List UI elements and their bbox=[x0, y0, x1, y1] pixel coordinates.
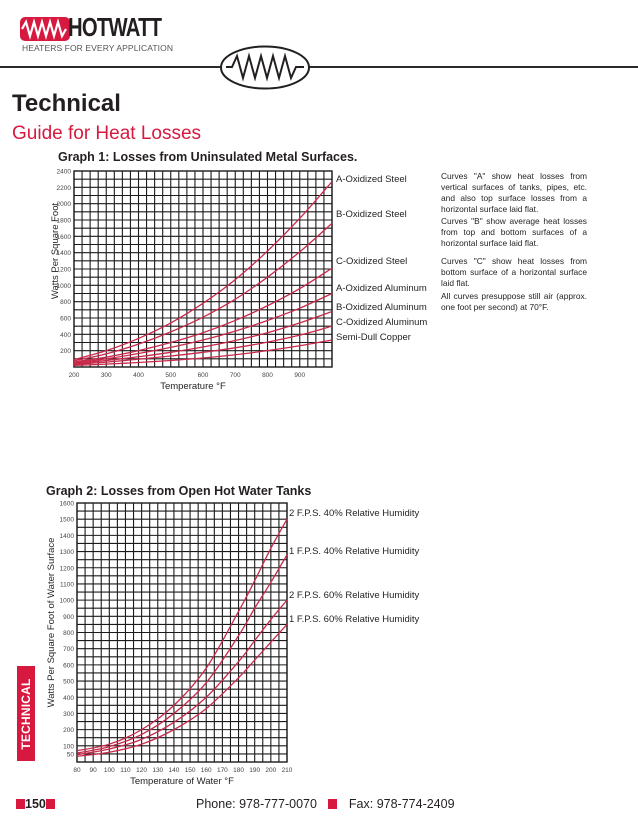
svg-text:700: 700 bbox=[63, 646, 74, 653]
svg-text:600: 600 bbox=[60, 316, 71, 323]
svg-text:500: 500 bbox=[63, 679, 74, 686]
svg-text:400: 400 bbox=[60, 332, 71, 339]
svg-text:900: 900 bbox=[294, 372, 305, 379]
svg-text:200: 200 bbox=[63, 727, 74, 734]
svg-text:2000: 2000 bbox=[57, 201, 72, 208]
svg-text:400: 400 bbox=[133, 372, 144, 379]
curve-label-a-steel: A-Oxidized Steel bbox=[336, 174, 407, 185]
svg-text:600: 600 bbox=[63, 662, 74, 669]
svg-text:200: 200 bbox=[265, 767, 276, 774]
svg-text:2400: 2400 bbox=[57, 169, 72, 176]
curve-label-b-aluminum: B-Oxidized Aluminum bbox=[336, 302, 427, 313]
svg-text:160: 160 bbox=[201, 767, 212, 774]
svg-text:400: 400 bbox=[63, 695, 74, 702]
graph2-chart: 80 90 100 110 120 130 140 150 160 170 180 190 200 210… bbox=[46, 501, 293, 788]
page-number-value: 150 bbox=[25, 797, 46, 811]
square-bullet-icon bbox=[16, 799, 25, 809]
brand-name: HOTWATT bbox=[68, 12, 162, 42]
svg-text:150: 150 bbox=[185, 767, 196, 774]
svg-text:1600: 1600 bbox=[57, 234, 72, 241]
svg-text:50: 50 bbox=[67, 751, 75, 758]
svg-text:180: 180 bbox=[233, 767, 244, 774]
svg-text:800: 800 bbox=[262, 372, 273, 379]
svg-text:1400: 1400 bbox=[60, 533, 75, 540]
svg-text:Watts Per Square Foot of Water: Watts Per Square Foot of Water Surface bbox=[46, 538, 57, 708]
curve-label-2fps-40: 2 F.P.S. 40% Relative Humidity bbox=[289, 508, 420, 519]
svg-text:300: 300 bbox=[63, 711, 74, 718]
svg-text:800: 800 bbox=[60, 299, 71, 306]
section-tab-technical[interactable]: TECHNICAL bbox=[17, 666, 35, 761]
curve-label-1fps-40: 1 F.P.S. 40% Relative Humidity bbox=[289, 546, 420, 557]
svg-text:140: 140 bbox=[168, 767, 179, 774]
svg-text:1800: 1800 bbox=[57, 218, 72, 225]
curve-label-1fps-60: 1 F.P.S. 60% Relative Humidity bbox=[289, 614, 420, 625]
svg-text:200: 200 bbox=[60, 348, 71, 355]
svg-text:210: 210 bbox=[282, 767, 293, 774]
svg-text:1400: 1400 bbox=[57, 250, 72, 257]
svg-text:170: 170 bbox=[217, 767, 228, 774]
zigzag-icon bbox=[21, 17, 67, 41]
svg-text:1000: 1000 bbox=[60, 598, 75, 605]
curve-label-copper: Semi-Dull Copper bbox=[336, 332, 411, 343]
svg-text:500: 500 bbox=[165, 372, 176, 379]
graph1-title: Graph 1: Losses from Uninsulated Metal S… bbox=[58, 150, 358, 164]
graph1-chart: 200 300 400 500 600 700 800 900 200 400 600 800 1000… bbox=[50, 169, 333, 392]
note-curves-c: Curves "C" show heat losses from bottom … bbox=[441, 256, 587, 288]
svg-text:Watts Per Square Foot: Watts Per Square Foot bbox=[50, 203, 61, 300]
square-bullet-icon bbox=[328, 799, 338, 809]
svg-text:700: 700 bbox=[230, 372, 241, 379]
svg-text:600: 600 bbox=[198, 372, 209, 379]
heating-element-icon bbox=[220, 45, 310, 90]
svg-text:2200: 2200 bbox=[57, 185, 72, 192]
curve-label-b-steel: B-Oxidized Steel bbox=[336, 209, 407, 220]
curve-label-a-aluminum: A-Oxidized Aluminum bbox=[336, 283, 427, 294]
note-curves-a: Curves "A" show heat losses from vertica… bbox=[441, 171, 587, 214]
header-divider bbox=[0, 66, 638, 68]
contact-line: Phone: 978-777-0070 Fax: 978-774-2409 bbox=[196, 797, 455, 811]
svg-text:1600: 1600 bbox=[60, 501, 75, 508]
svg-text:Temperature of Water °F: Temperature of Water °F bbox=[130, 776, 234, 787]
phone-number: Phone: 978-777-0070 bbox=[196, 797, 317, 811]
graph2-title: Graph 2: Losses from Open Hot Water Tank… bbox=[46, 484, 312, 498]
svg-text:120: 120 bbox=[136, 767, 147, 774]
svg-text:200: 200 bbox=[69, 372, 80, 379]
svg-text:110: 110 bbox=[120, 767, 131, 774]
svg-text:300: 300 bbox=[101, 372, 112, 379]
svg-text:1200: 1200 bbox=[57, 267, 72, 274]
svg-text:80: 80 bbox=[73, 767, 81, 774]
note-still-air: All curves presuppose still air (approx.… bbox=[441, 291, 587, 312]
logo-mark bbox=[20, 17, 70, 41]
page-title: Technical bbox=[12, 90, 121, 117]
curve-label-2fps-60: 2 F.P.S. 60% Relative Humidity bbox=[289, 590, 420, 601]
svg-text:Temperature °F: Temperature °F bbox=[160, 381, 226, 392]
svg-text:1200: 1200 bbox=[60, 565, 75, 572]
svg-text:90: 90 bbox=[90, 767, 98, 774]
note-curves-b: Curves "B" show average heat losses from… bbox=[441, 216, 587, 248]
fax-number: Fax: 978-774-2409 bbox=[348, 797, 455, 811]
curve-label-c-steel: C-Oxidized Steel bbox=[336, 256, 408, 267]
page-number: 150 bbox=[16, 797, 55, 811]
square-bullet-icon bbox=[45, 799, 55, 809]
svg-text:1500: 1500 bbox=[60, 517, 75, 524]
section-tab-label: TECHNICAL bbox=[19, 677, 33, 750]
svg-text:130: 130 bbox=[152, 767, 163, 774]
svg-text:190: 190 bbox=[249, 767, 260, 774]
svg-text:1300: 1300 bbox=[60, 549, 75, 556]
svg-text:900: 900 bbox=[63, 614, 74, 621]
brand-tagline: HEATERS FOR EVERY APPLICATION bbox=[22, 43, 174, 53]
page-subtitle: Guide for Heat Losses bbox=[12, 123, 202, 144]
svg-text:100: 100 bbox=[104, 767, 115, 774]
curve-label-c-aluminum: C-Oxidized Aluminum bbox=[336, 317, 428, 328]
svg-text:100: 100 bbox=[63, 743, 74, 750]
svg-text:800: 800 bbox=[63, 630, 74, 637]
svg-text:1000: 1000 bbox=[57, 283, 72, 290]
svg-text:1100: 1100 bbox=[60, 581, 74, 588]
